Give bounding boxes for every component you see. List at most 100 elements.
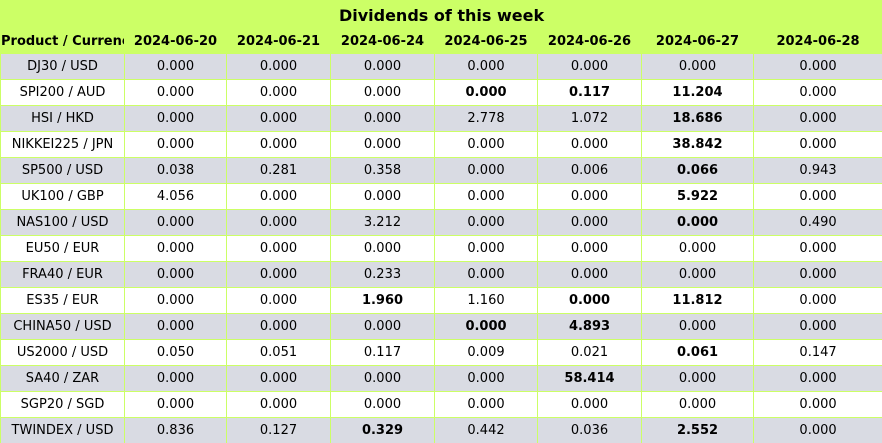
dividend-cell: 0.000 [752,79,882,106]
dividend-cell: 0.000 [752,235,882,262]
dividend-cell: 0.066 [641,157,754,184]
dividend-cell: 0.000 [124,209,227,236]
dividend-cell: 1.160 [434,287,538,314]
dividend-cell: 0.000 [641,53,754,80]
dividend-cell: 0.000 [752,53,882,80]
dividend-cell: 0.000 [124,391,227,418]
product-cell: UK100 / GBP [0,183,125,210]
dividend-cell: 0.000 [434,157,538,184]
dividend-cell: 0.000 [226,391,331,418]
dividend-cell: 1.960 [330,287,435,314]
dividend-cell: 0.000 [124,287,227,314]
dividend-cell: 0.000 [537,261,642,288]
column-header: 2024-06-27 [641,29,754,54]
dividend-cell: 0.000 [752,261,882,288]
dividend-cell: 0.000 [752,365,882,392]
dividend-cell: 0.490 [752,209,882,236]
dividend-cell: 1.072 [537,105,642,132]
dividend-cell: 0.000 [434,391,538,418]
table-row: SP500 / USD 0.038 0.281 0.358 0.000 0.006 0.06… [0,157,882,184]
dividend-cell: 0.000 [434,313,538,340]
dividend-cell: 0.000 [537,53,642,80]
dividend-cell: 0.000 [226,131,331,158]
table-row: EU50 / EUR 0.000 0.000 0.000 0.000 0.000 0.000… [0,235,882,262]
dividend-cell: 0.000 [226,287,331,314]
dividend-cell: 0.000 [434,261,538,288]
dividend-cell: 0.000 [124,313,227,340]
table-row: NAS100 / USD 0.000 0.000 3.212 0.000 0.000 0.0… [0,209,882,236]
dividend-cell: 0.000 [752,287,882,314]
product-cell: CHINA50 / USD [0,313,125,340]
product-cell: NAS100 / USD [0,209,125,236]
dividend-cell: 0.061 [641,339,754,366]
dividend-cell: 0.000 [752,417,882,443]
dividend-cell: 0.000 [330,53,435,80]
product-cell: EU50 / EUR [0,235,125,262]
dividend-cell: 0.000 [226,53,331,80]
dividend-cell: 0.000 [330,79,435,106]
product-cell: FRA40 / EUR [0,261,125,288]
dividend-cell: 0.000 [124,261,227,288]
dividend-cell: 0.051 [226,339,331,366]
table-row: DJ30 / USD 0.000 0.000 0.000 0.000 0.000 0.000… [0,53,882,80]
dividend-cell: 0.117 [330,339,435,366]
dividend-cell: 0.000 [434,209,538,236]
dividend-cell: 0.000 [641,261,754,288]
dividend-cell: 0.000 [330,183,435,210]
dividend-cell: 0.000 [434,79,538,106]
dividend-cell: 0.000 [641,209,754,236]
dividend-cell: 0.281 [226,157,331,184]
dividend-cell: 3.212 [330,209,435,236]
table-row: SA40 / ZAR 0.000 0.000 0.000 0.000 58.414 0.00… [0,365,882,392]
dividend-cell: 0.000 [434,183,538,210]
dividend-cell: 0.000 [330,131,435,158]
dividend-cell: 0.117 [537,79,642,106]
table-row: US2000 / USD 0.050 0.051 0.117 0.009 0.021 0.0… [0,339,882,366]
dividend-cell: 0.000 [434,235,538,262]
dividend-cell: 0.442 [434,417,538,443]
dividend-cell: 0.000 [537,287,642,314]
product-cell: DJ30 / USD [0,53,125,80]
dividend-cell: 0.000 [226,313,331,340]
dividend-cell: 0.943 [752,157,882,184]
header-row: Product / Currency 2024-06-20 2024-06-21 20… [0,29,882,54]
dividend-cell: 0.000 [752,105,882,132]
dividend-cell: 11.204 [641,79,754,106]
dividend-cell: 0.000 [330,313,435,340]
dividend-cell: 2.778 [434,105,538,132]
product-cell: US2000 / USD [0,339,125,366]
dividend-cell: 4.056 [124,183,227,210]
dividend-cell: 0.147 [752,339,882,366]
dividend-cell: 0.233 [330,261,435,288]
dividend-cell: 0.000 [124,235,227,262]
dividend-cell: 0.000 [124,365,227,392]
table-title: Dividends of this week [0,0,882,30]
table-row: SPI200 / AUD 0.000 0.000 0.000 0.000 0.117 11.… [0,79,882,106]
table-row: CHINA50 / USD 0.000 0.000 0.000 0.000 4.893 0.… [0,313,882,340]
table-row: TWINDEX / USD 0.836 0.127 0.329 0.442 0.036 2.… [0,417,882,443]
dividend-cell: 0.000 [330,105,435,132]
dividend-cell: 0.000 [434,53,538,80]
table-row: NIKKEI225 / JPN 0.000 0.000 0.000 0.000 0.000… [0,131,882,158]
dividend-cell: 0.000 [226,209,331,236]
column-header: 2024-06-25 [434,29,538,54]
dividend-cell: 0.006 [537,157,642,184]
product-cell: SP500 / USD [0,157,125,184]
dividend-cell: 0.000 [641,235,754,262]
table-row: SGP20 / SGD 0.000 0.000 0.000 0.000 0.000 0.00… [0,391,882,418]
dividend-cell: 0.050 [124,339,227,366]
dividend-cell: 0.000 [226,235,331,262]
product-cell: HSI / HKD [0,105,125,132]
dividend-cell: 0.000 [226,105,331,132]
dividend-cell: 0.000 [226,79,331,106]
product-cell: SPI200 / AUD [0,79,125,106]
dividend-cell: 0.000 [537,209,642,236]
dividend-cell: 0.000 [330,235,435,262]
dividend-cell: 0.000 [752,183,882,210]
product-cell: SA40 / ZAR [0,365,125,392]
dividend-cell: 0.000 [752,391,882,418]
dividend-cell: 0.000 [330,365,435,392]
column-header: 2024-06-26 [537,29,642,54]
